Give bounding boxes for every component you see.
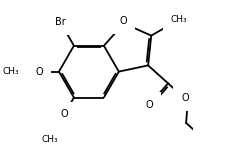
Text: Br: Br: [54, 17, 65, 27]
Text: O: O: [119, 16, 127, 26]
Text: O: O: [36, 67, 43, 77]
Text: CH₃: CH₃: [41, 134, 58, 144]
Text: CH₃: CH₃: [169, 15, 186, 24]
Text: O: O: [180, 93, 188, 103]
Text: CH₃: CH₃: [3, 67, 19, 76]
Text: O: O: [60, 109, 68, 119]
Text: O: O: [145, 100, 152, 110]
